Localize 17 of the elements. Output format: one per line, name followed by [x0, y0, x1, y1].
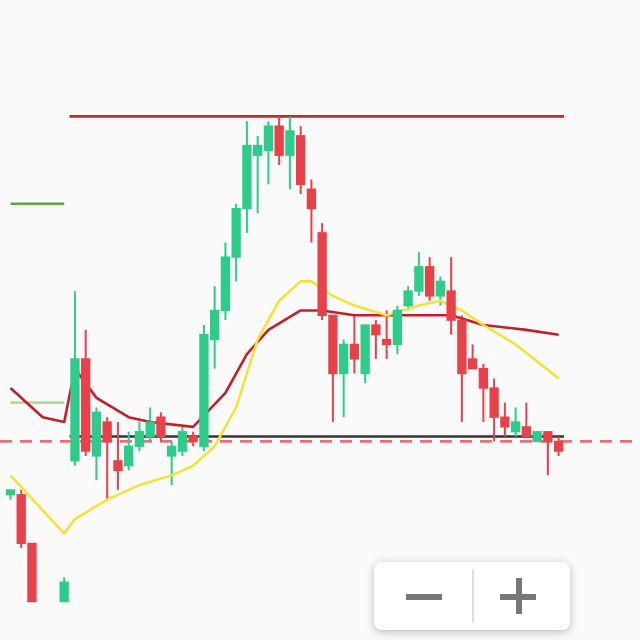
candlestick	[338, 338, 349, 419]
candlestick	[392, 304, 403, 356]
candlestick	[371, 319, 381, 360]
candlestick	[91, 406, 102, 482]
candlestick	[435, 275, 446, 307]
candlestick	[285, 115, 295, 191]
candlestick	[381, 309, 392, 360]
candlestick	[156, 411, 166, 443]
candlestick	[113, 421, 123, 491]
candlestick	[521, 401, 532, 438]
candlestick	[59, 576, 69, 603]
candlestick	[510, 406, 521, 438]
candlestick	[424, 256, 435, 302]
candlestick	[102, 416, 112, 501]
candlestick	[274, 115, 284, 166]
candlestick	[349, 314, 360, 375]
candlestick	[306, 178, 317, 244]
